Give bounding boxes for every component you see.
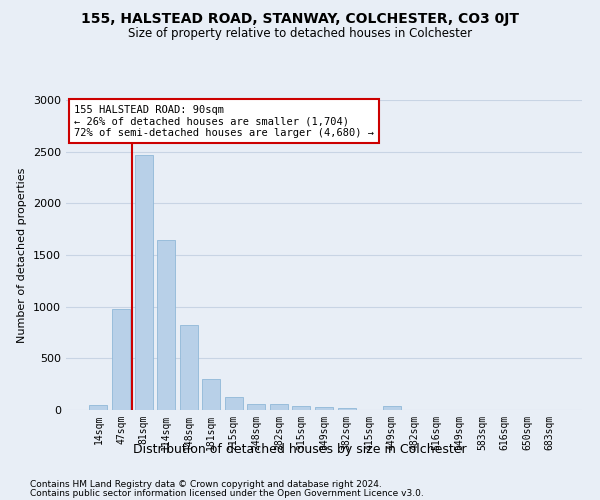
Bar bbox=[202, 379, 220, 410]
Text: Distribution of detached houses by size in Colchester: Distribution of detached houses by size … bbox=[133, 442, 467, 456]
Text: Contains HM Land Registry data © Crown copyright and database right 2024.: Contains HM Land Registry data © Crown c… bbox=[30, 480, 382, 489]
Bar bbox=[338, 408, 356, 410]
Y-axis label: Number of detached properties: Number of detached properties bbox=[17, 168, 28, 342]
Bar bbox=[383, 406, 401, 410]
Text: Contains public sector information licensed under the Open Government Licence v3: Contains public sector information licen… bbox=[30, 489, 424, 498]
Text: 155, HALSTEAD ROAD, STANWAY, COLCHESTER, CO3 0JT: 155, HALSTEAD ROAD, STANWAY, COLCHESTER,… bbox=[81, 12, 519, 26]
Bar bbox=[225, 396, 243, 410]
Bar bbox=[157, 240, 175, 410]
Bar bbox=[179, 326, 198, 410]
Bar bbox=[247, 404, 265, 410]
Text: 155 HALSTEAD ROAD: 90sqm
← 26% of detached houses are smaller (1,704)
72% of sem: 155 HALSTEAD ROAD: 90sqm ← 26% of detach… bbox=[74, 104, 374, 138]
Bar bbox=[134, 155, 152, 410]
Bar bbox=[315, 408, 333, 410]
Bar bbox=[270, 404, 288, 410]
Bar bbox=[89, 405, 107, 410]
Text: Size of property relative to detached houses in Colchester: Size of property relative to detached ho… bbox=[128, 28, 472, 40]
Bar bbox=[292, 406, 310, 410]
Bar bbox=[112, 308, 130, 410]
